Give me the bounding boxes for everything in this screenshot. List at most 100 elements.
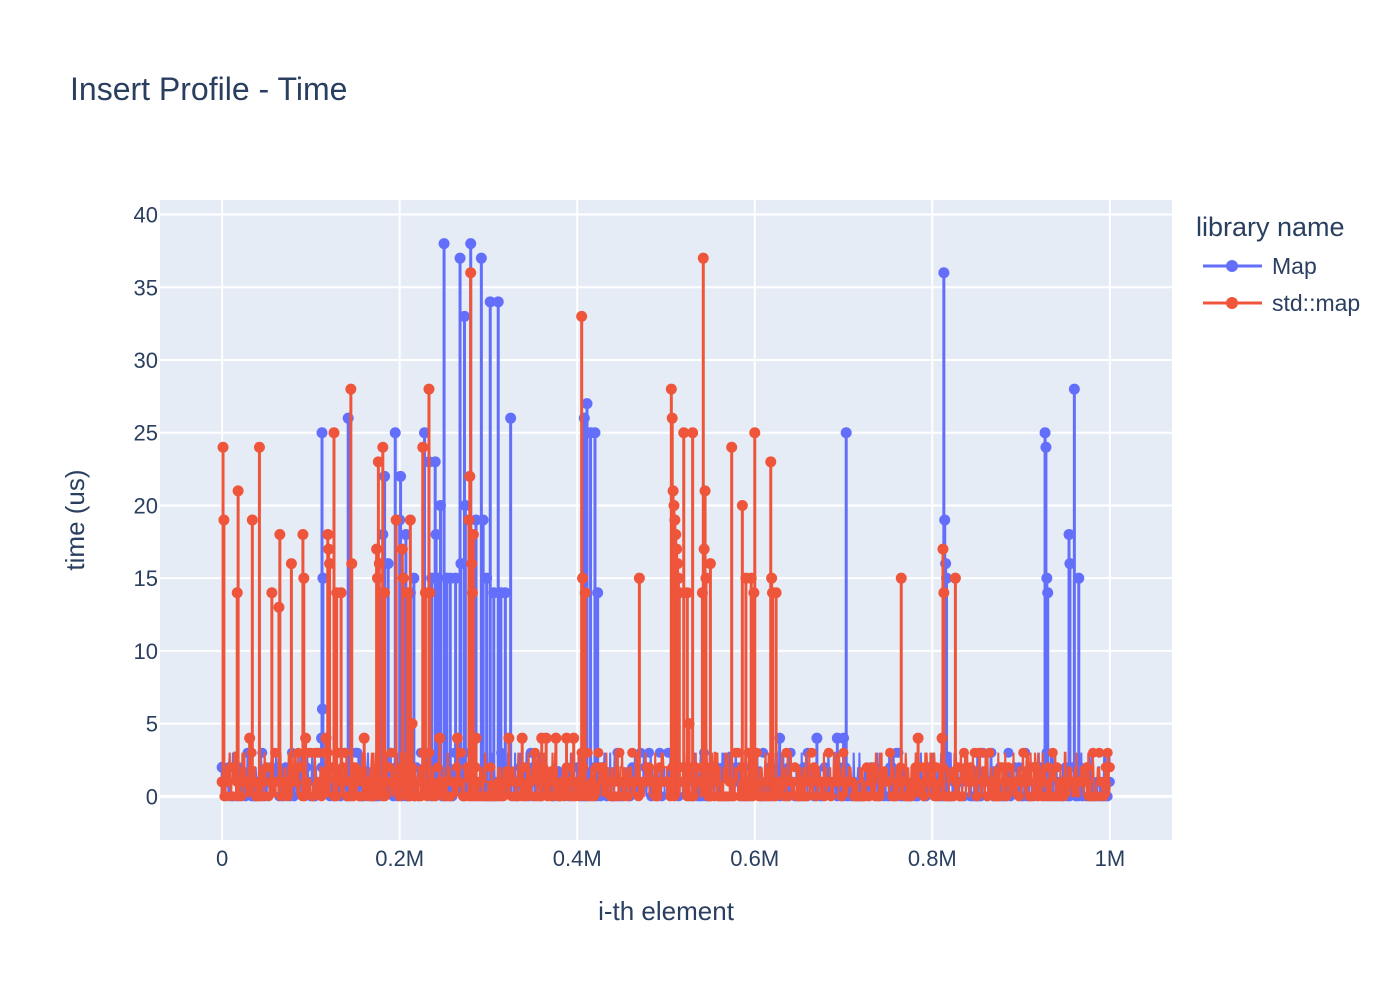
peak-point [670, 529, 682, 541]
peak-point [592, 587, 604, 599]
peak-point [1063, 529, 1075, 541]
data-point [633, 791, 644, 802]
peak-point [937, 543, 949, 555]
peak-point [465, 238, 477, 250]
data-point [967, 776, 978, 787]
data-point [971, 791, 982, 802]
y-tick-label: 25 [134, 421, 158, 446]
peak-point [454, 252, 466, 264]
peak-point [466, 558, 478, 570]
data-point [1094, 747, 1105, 758]
data-point [386, 747, 397, 758]
data-point [885, 747, 895, 758]
data-point [874, 791, 885, 802]
peak-point [382, 558, 394, 570]
peak-point [672, 558, 684, 570]
data-point [986, 776, 997, 787]
peak-point [1040, 441, 1052, 453]
peak-point [1039, 427, 1051, 439]
peak-point [516, 732, 528, 744]
peak-point [322, 529, 334, 541]
peak-point [1064, 558, 1076, 570]
legend-item-map[interactable]: Map [1203, 253, 1317, 279]
peak-point [1073, 572, 1085, 584]
data-point [965, 762, 976, 773]
legend-marker-map [1226, 260, 1238, 272]
y-axis-ticks: 0 5 10 15 20 25 30 35 40 [134, 203, 158, 810]
y-tick-label: 35 [134, 275, 158, 300]
x-tick-label: 0.2M [375, 846, 424, 871]
data-point [445, 791, 456, 802]
peak-point [665, 383, 677, 395]
peak-point [434, 732, 446, 744]
peak-point [372, 456, 384, 468]
peak-point [390, 514, 402, 526]
legend-label-map: Map [1272, 253, 1317, 279]
data-point [1039, 776, 1050, 787]
legend[interactable]: library name Map std::map [1196, 212, 1360, 316]
legend-title: library name [1196, 212, 1345, 242]
y-tick-label: 10 [134, 639, 158, 664]
legend-item-std-map[interactable]: std::map [1203, 290, 1360, 316]
peak-point [345, 383, 357, 395]
peak-point [358, 732, 370, 744]
peak-point [949, 572, 961, 584]
peak-point [266, 587, 278, 599]
data-point [314, 776, 325, 787]
y-tick-label: 20 [134, 493, 158, 518]
data-point [847, 776, 857, 787]
peak-point [550, 732, 562, 744]
data-point [352, 747, 363, 758]
peak-point [335, 587, 347, 599]
peak-point [1068, 383, 1080, 395]
data-point [906, 791, 917, 802]
data-point [293, 747, 304, 758]
peak-point [400, 529, 412, 541]
y-tick-label: 40 [134, 203, 158, 228]
peak-point [736, 499, 748, 511]
data-point [804, 776, 815, 787]
data-point [882, 776, 893, 787]
peak-point [300, 732, 312, 744]
peak-point [666, 412, 678, 424]
peak-point [285, 558, 297, 570]
peak-point [581, 398, 593, 410]
legend-marker-std-map [1226, 297, 1238, 309]
data-point [384, 762, 395, 773]
data-point [530, 747, 540, 758]
peak-point [475, 252, 487, 264]
peak-point [406, 718, 418, 730]
peak-point [458, 310, 470, 322]
data-point [838, 747, 849, 758]
data-point [1052, 762, 1062, 773]
data-point [316, 791, 327, 802]
data-point [811, 791, 822, 802]
peak-point [700, 572, 712, 584]
peak-point [681, 587, 693, 599]
peak-point [765, 456, 777, 468]
data-point [787, 776, 798, 787]
peak-point [419, 427, 431, 439]
data-point [956, 791, 967, 802]
x-tick-label: 0.6M [730, 846, 779, 871]
data-point [789, 762, 800, 773]
peak-point [217, 441, 229, 453]
peak-point [667, 485, 679, 497]
y-tick-label: 15 [134, 566, 158, 591]
y-tick-label: 30 [134, 348, 158, 373]
data-point [411, 776, 422, 787]
data-point [959, 747, 969, 758]
peak-point [673, 587, 685, 599]
data-point [432, 762, 443, 773]
peak-point [395, 470, 407, 482]
peak-point [477, 514, 489, 526]
peak-point [470, 732, 482, 744]
peak-point [499, 587, 511, 599]
peak-point [633, 572, 645, 584]
data-point [809, 762, 819, 773]
data-point [868, 762, 879, 773]
chart-title: Insert Profile - Time [70, 71, 347, 107]
peak-point [704, 558, 716, 570]
data-point [732, 747, 743, 758]
